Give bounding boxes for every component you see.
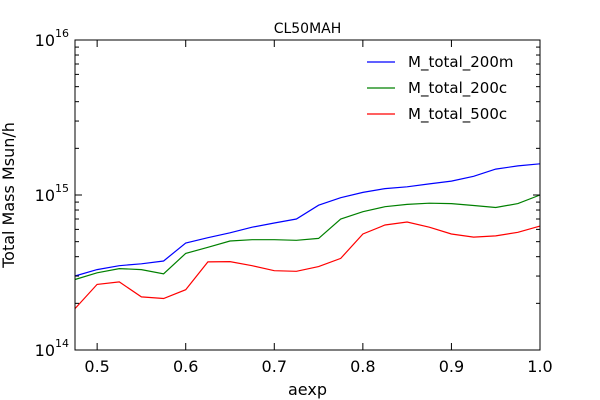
legend-label-2: M_total_500c bbox=[408, 105, 507, 124]
x-tick-label: 0.7 bbox=[262, 357, 287, 376]
x-tick-label: 1.0 bbox=[527, 357, 552, 376]
legend-label-0: M_total_200m bbox=[408, 53, 513, 72]
y-axis-label: Total Mass Msun/h bbox=[0, 122, 18, 269]
ticks-layer: 0.5 0.6 0.7 0.8 0.9 1.0 1014 1015 1016 bbox=[35, 27, 553, 376]
x-axis-label: aexp bbox=[288, 380, 327, 399]
series-line-2 bbox=[74, 221, 541, 310]
series-line-0 bbox=[74, 163, 541, 277]
legend-label-1: M_total_200c bbox=[408, 79, 507, 98]
x-tick-label: 0.9 bbox=[439, 357, 464, 376]
x-tick-label: 0.6 bbox=[173, 357, 198, 376]
chart-title: CL50MAH bbox=[274, 21, 342, 37]
y-tick-label: 1015 bbox=[35, 182, 69, 205]
series-line-1 bbox=[74, 194, 541, 281]
y-tick-label: 1014 bbox=[35, 337, 69, 360]
x-tick-label: 0.8 bbox=[350, 357, 375, 376]
series-layer bbox=[74, 163, 541, 310]
legend: M_total_200m M_total_200c M_total_500c bbox=[367, 53, 513, 124]
y-tick-label: 1016 bbox=[35, 27, 69, 50]
x-tick-label: 0.5 bbox=[84, 357, 109, 376]
